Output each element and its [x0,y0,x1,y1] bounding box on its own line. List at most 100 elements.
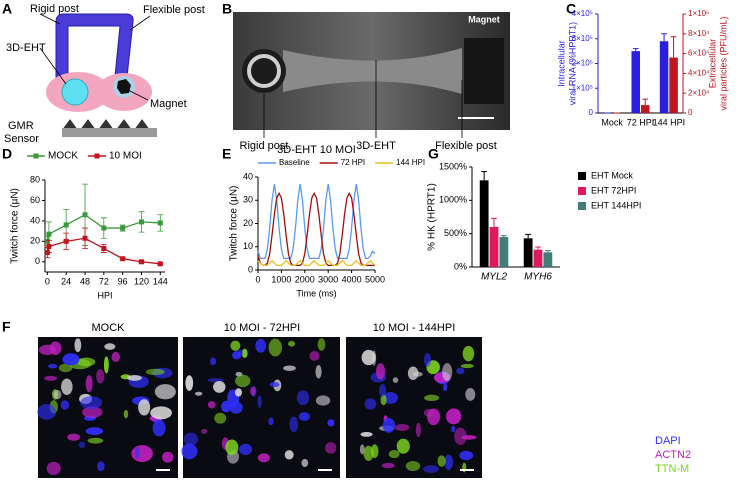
cell [181,443,198,460]
cell [185,375,194,391]
cell [234,388,242,397]
image-title: 10 MOI - 144HPI [373,322,456,334]
cell [296,390,310,406]
cell [325,442,337,454]
cell [201,428,208,434]
cell [229,401,243,414]
error-bar [544,250,551,253]
panel-letter: B [222,1,232,17]
legend-swatch [578,202,586,210]
cell [150,406,173,420]
x-tick-label: 3000 [318,274,338,284]
cell [370,444,379,459]
image-title: 10 MOI - 72HPI [224,322,300,334]
bar [543,252,553,267]
marker [63,238,69,244]
x-tick-label: 4000 [342,274,362,284]
cell [162,451,174,463]
marker [63,222,69,228]
label: Flexible post [143,4,205,16]
cell [104,343,116,350]
cell [152,419,166,437]
cell [183,432,199,446]
series-line [46,237,161,265]
y-tick-label: 1×10⁵ [572,83,593,92]
marker [82,212,88,218]
cell [111,351,120,363]
x-tick-label: 0 [45,276,50,286]
cell [207,401,216,409]
cell [315,365,322,379]
cell [268,417,274,426]
cell [250,386,256,396]
legend-swatch [94,153,100,159]
cell [38,344,57,356]
y-tick-label: 8×10⁴ [688,29,710,38]
y-axis-label: viral RNA (%HPRT1) [567,22,577,105]
cell [232,351,242,360]
cell [154,384,176,400]
y-tick-label: 6×10⁴ [688,49,710,58]
bar [533,249,543,267]
cell [103,356,109,374]
label: Flexible post [435,140,497,152]
error-bar [481,171,488,181]
panel-letter: G [428,146,439,162]
device-diagram [39,13,157,137]
cell [127,375,142,381]
marker [120,256,126,262]
error-bar [632,48,639,52]
cell [138,399,151,416]
cell [283,365,296,371]
cell [78,441,86,448]
cell [77,357,96,367]
cell [58,363,73,373]
x-tick-label: 2000 [295,274,315,284]
bar [489,227,499,267]
y-tick-label: 40 [30,215,40,225]
cell [53,389,62,400]
label: Sensor [4,133,39,145]
cell [424,394,440,402]
legend-swatch [578,187,586,195]
cell [396,438,410,454]
legend-label: TTN-M [655,463,689,475]
marker [101,225,107,231]
cell [85,427,104,436]
chart-title: 3D-EHT 10 MOI [277,144,356,156]
cell [392,377,399,383]
x-tick-label: 5000 [365,274,385,284]
bar [479,180,489,267]
label: Magnet [468,14,500,24]
cell [134,446,140,459]
x-tick-label: MYH6 [524,272,552,283]
x-tick-label: 144 HPI [653,117,686,127]
cell [235,374,251,388]
cell [380,394,387,406]
label: 3D-EHT [6,42,46,54]
marker [44,250,50,256]
y-tick-label: 2×10⁴ [688,88,710,97]
bar [659,41,669,113]
marker [138,259,144,265]
cell [214,412,227,424]
cell [388,450,400,459]
x-tick-label: MYL2 [481,272,508,283]
cell [145,368,165,376]
legend-label: MOCK [48,151,78,162]
cell [423,353,432,367]
y-tick-label: 4×10⁵ [572,9,593,18]
cell [230,340,241,351]
cell [239,443,253,456]
x-tick-label: 0 [255,274,260,284]
cell [210,357,217,366]
y2-axis-label: viral particles (PFU/mL) [718,16,728,110]
error-bar [525,233,532,239]
microscope-image [233,12,510,138]
label: GMR [8,120,34,132]
y-tick-label: 0 [35,256,40,266]
cell [309,350,320,361]
x-tick-label: 144 [153,276,168,286]
x-axis-label: HPI [97,290,112,300]
cell [460,363,474,369]
